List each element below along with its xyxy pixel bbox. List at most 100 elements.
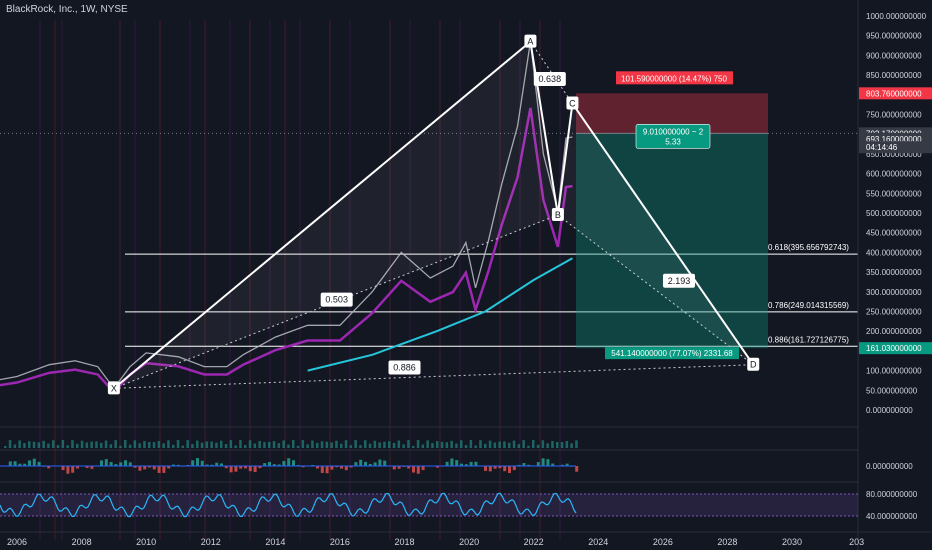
price-tag-box (859, 87, 932, 100)
y-tick-label: 950.000000000 (866, 32, 922, 41)
volume-bar (556, 442, 559, 448)
macd-bar (325, 466, 329, 474)
volume-bar (124, 440, 127, 448)
macd-bar (378, 459, 382, 466)
macd-bar (152, 466, 156, 470)
macd-bar (311, 464, 315, 466)
volume-bar (287, 444, 290, 448)
pattern-fill-bcd (557, 103, 754, 365)
risk-label: 101.590000000 (14.47%) 750 (621, 74, 727, 83)
macd-bar (196, 458, 199, 466)
price-tag-label: 803.760000000 (866, 89, 922, 98)
macd-bar (272, 464, 276, 466)
volume-bar (52, 440, 55, 448)
macd-bar (143, 466, 147, 470)
macd-bar (292, 460, 295, 466)
volume-bar (354, 440, 357, 448)
ratio-label: 2.193 (668, 276, 691, 286)
macd-bar (508, 466, 511, 474)
volume-bar (152, 442, 156, 448)
macd-bar (541, 458, 545, 466)
macd-bar (71, 466, 75, 473)
volume-bar (66, 445, 69, 448)
ratio-box (320, 292, 353, 307)
volume-bar (47, 443, 50, 448)
macd-bar (186, 464, 190, 466)
macd-bar (551, 463, 555, 466)
ratio-label: 0.638 (539, 74, 562, 84)
volume-bar (536, 444, 540, 448)
volume-bar (383, 441, 386, 448)
volume-bar (311, 440, 314, 448)
macd-bar (503, 466, 507, 472)
macd-tick-label: 0.000000000 (866, 462, 913, 471)
volume-bar (104, 440, 108, 448)
pattern-ratio-line (113, 364, 754, 389)
macd-bar (340, 466, 343, 469)
volume-bar (445, 442, 449, 448)
ratio-box (662, 273, 695, 288)
volume-bar (23, 443, 26, 448)
macd-bar (220, 463, 223, 466)
volume-bar (263, 442, 266, 448)
ratio-box (388, 360, 421, 375)
volume-bar (196, 440, 199, 448)
macd-bar (224, 466, 228, 469)
ratio-label: 0.503 (325, 295, 348, 305)
macd-bar (575, 466, 579, 472)
fib-level-label: 0.886(161.727126775) (768, 335, 849, 344)
volume-bar (272, 441, 276, 448)
macd-bar (248, 466, 252, 472)
volume-bar (335, 440, 338, 448)
volume-bar (378, 442, 381, 448)
volume-bar (90, 441, 93, 448)
y-tick-label: 0.000000000 (866, 406, 913, 415)
volume-bar (340, 443, 343, 448)
volume-bar (119, 445, 122, 448)
volume-bar (359, 445, 362, 448)
volume-bar (320, 441, 324, 448)
ratio-label-box (635, 124, 711, 149)
macd-bar (37, 461, 41, 466)
macd-bar (517, 464, 521, 466)
x-tick-label: 2010 (136, 537, 156, 547)
macd-bar (546, 459, 550, 466)
volume-bar (191, 444, 194, 448)
y-tick-label: 900.000000000 (866, 51, 922, 60)
pattern-point-box (747, 357, 760, 371)
volume-bar (18, 440, 21, 448)
macd-bar (114, 464, 118, 466)
macd-bar (32, 458, 36, 466)
macd-bar (23, 463, 27, 466)
x-tick-label: 2014 (265, 537, 285, 547)
macd-bar (277, 464, 281, 466)
price-series-line (0, 41, 573, 390)
volume-bar (440, 441, 444, 448)
volume-bar (71, 440, 74, 448)
x-tick-label: 2024 (588, 537, 608, 547)
volume-bar (344, 440, 348, 448)
x-tick-label: 203 (849, 537, 864, 547)
y-tick-label: 50.000000000 (866, 386, 918, 395)
macd-bar (215, 462, 219, 466)
volume-bar (224, 444, 228, 448)
chart-title: BlackRock, Inc., 1W, NYSE (6, 4, 128, 15)
pattern-leg (556, 103, 574, 216)
volume-bar (469, 440, 473, 448)
volume-bar (234, 445, 237, 448)
y-tick-label: 100.000000000 (866, 367, 922, 376)
rsi-line (0, 492, 577, 518)
volume-bar (349, 445, 353, 448)
volume-bar (133, 440, 137, 448)
x-tick-label: 2026 (653, 537, 673, 547)
y-tick-label: 650.000000000 (866, 150, 922, 159)
volume-bar (296, 445, 300, 448)
take-profit-zone (576, 133, 768, 349)
volume-bar (292, 440, 295, 448)
volume-bar (100, 442, 103, 448)
volume-bar (392, 442, 396, 448)
volume-bar (575, 440, 578, 448)
macd-bar (234, 466, 238, 472)
macd-bar (133, 466, 137, 468)
